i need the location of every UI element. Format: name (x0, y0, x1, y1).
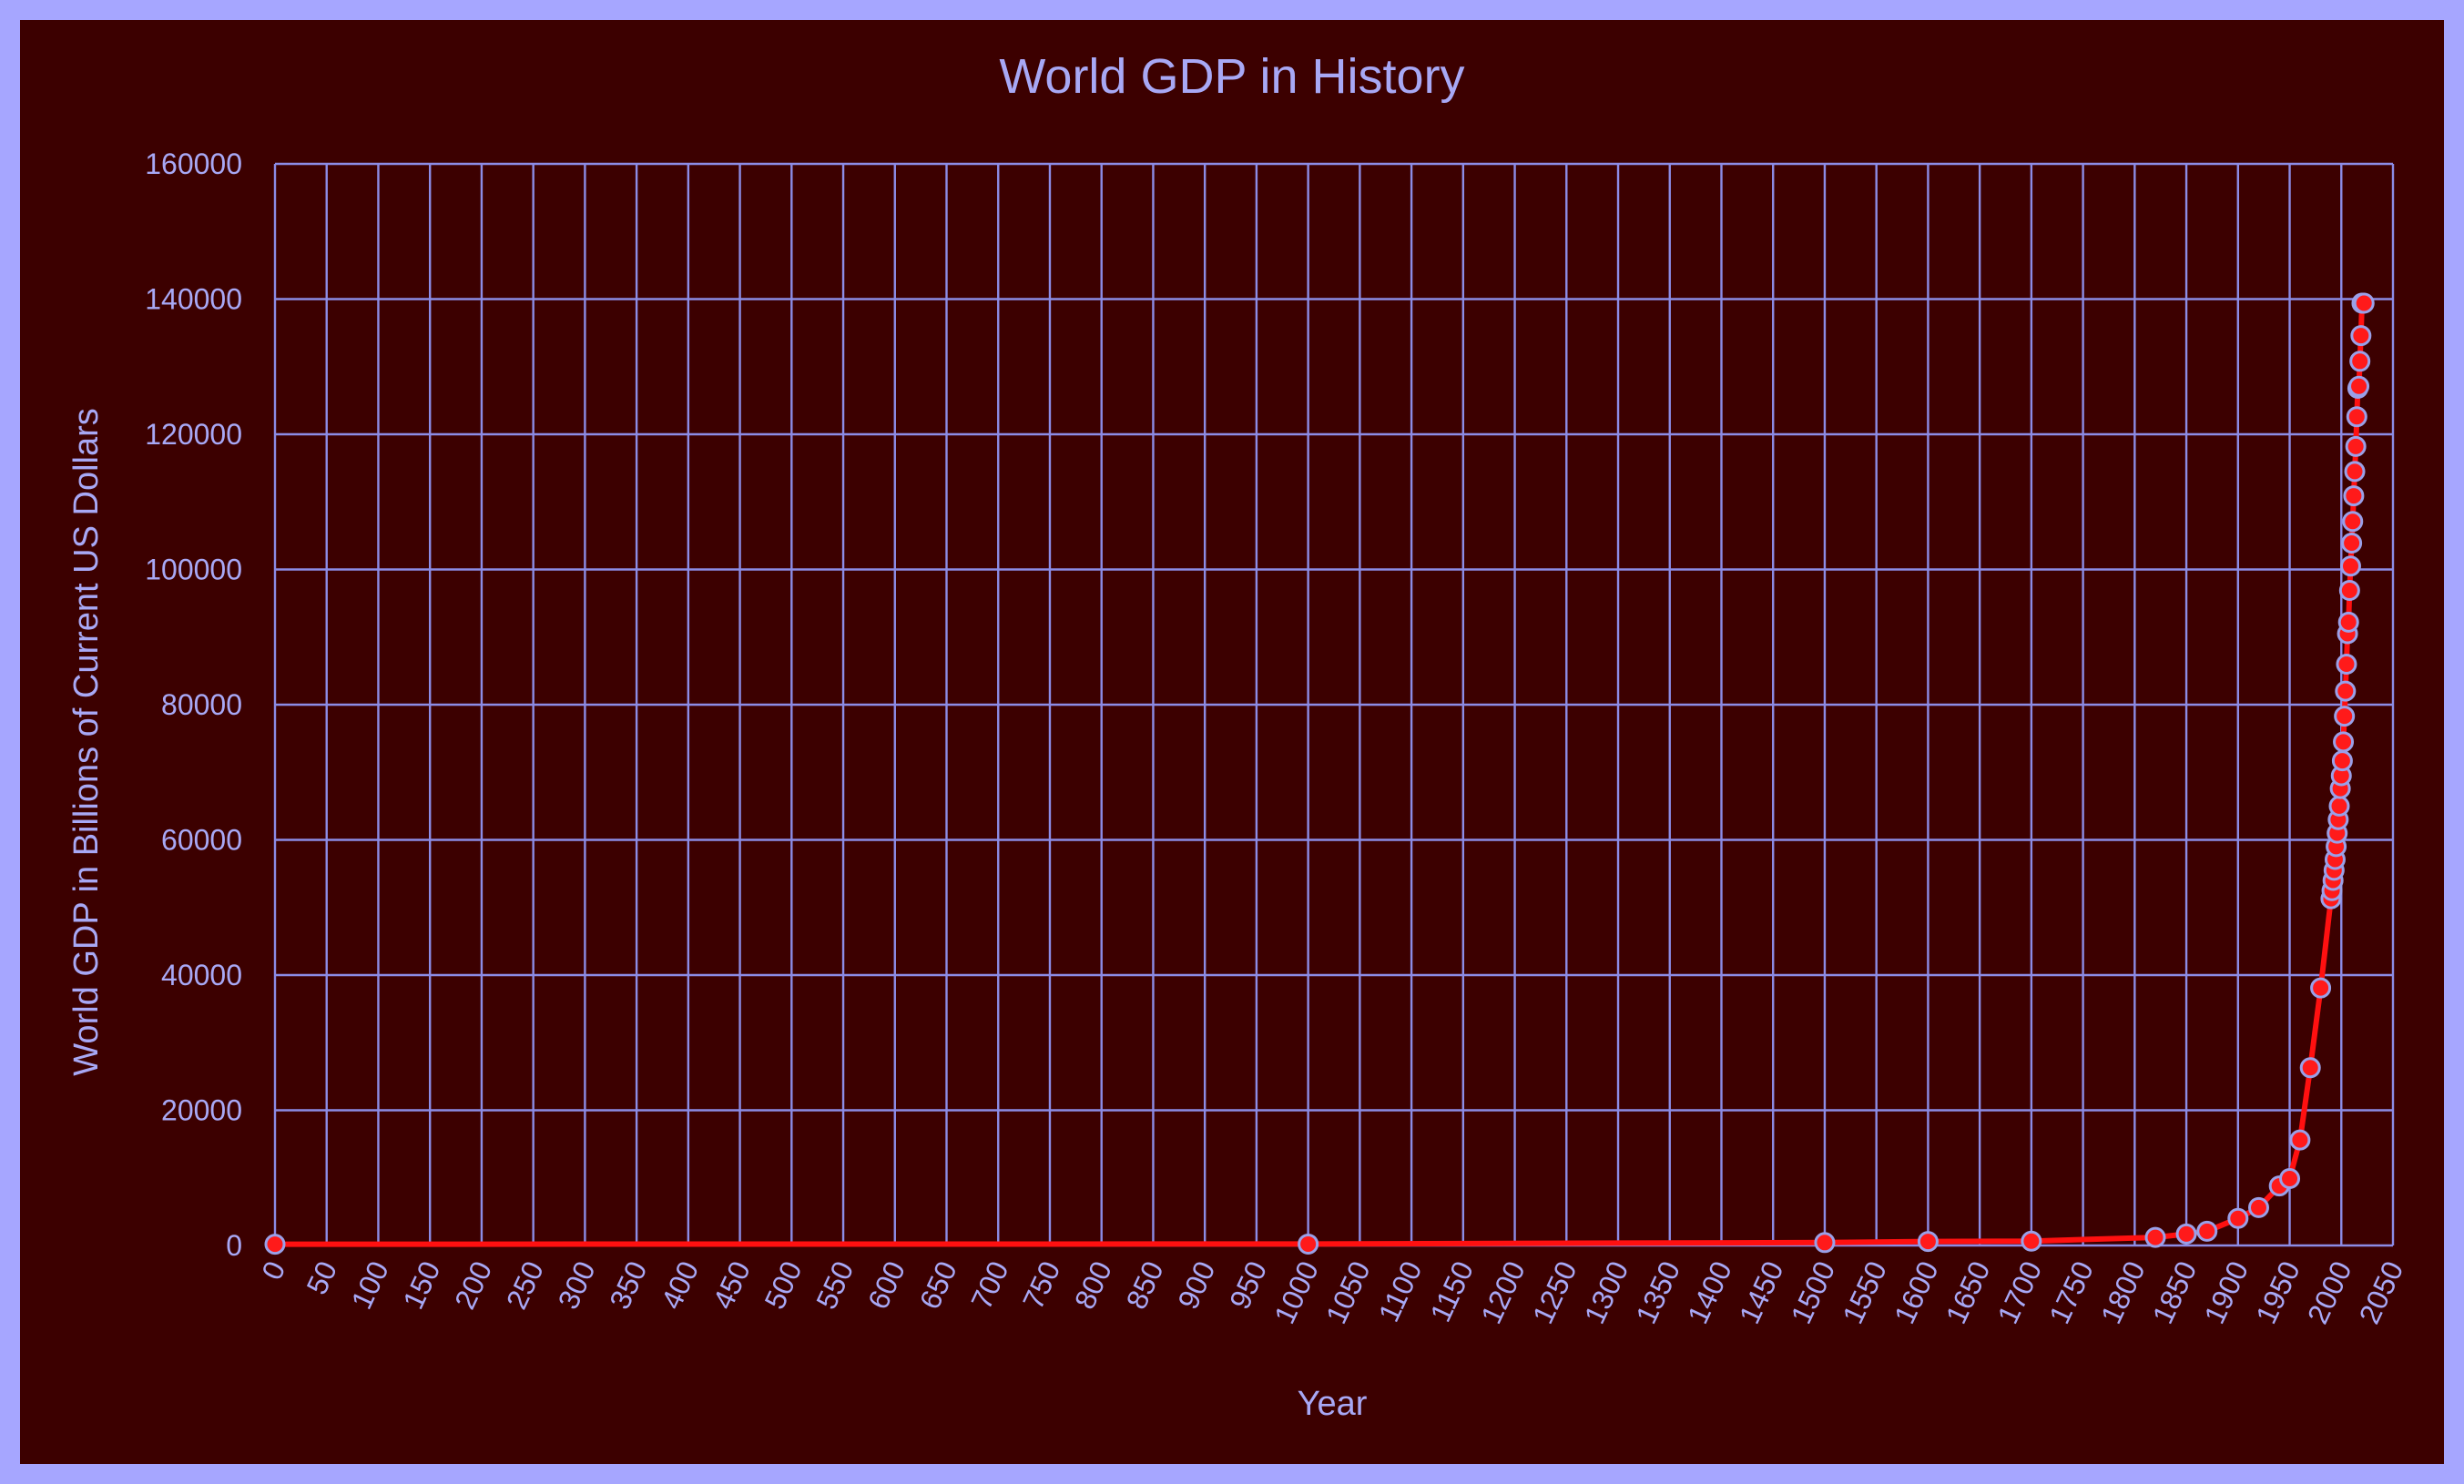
data-point (2349, 351, 2371, 372)
data-point (2227, 1207, 2249, 1229)
data-markers (264, 292, 2375, 1255)
x-tick-label: 850 (1120, 1256, 1170, 1315)
x-tick-label: 1850 (2146, 1256, 2204, 1329)
x-tick-label: 900 (1171, 1256, 1221, 1315)
data-point (2353, 292, 2375, 314)
data-point (2350, 325, 2372, 347)
chart-frame: World GDP in History 0 20000 40000 60000 800… (20, 20, 2444, 1464)
x-tick-label: 1300 (1578, 1256, 1635, 1329)
data-point (2336, 653, 2357, 675)
data-point (2339, 555, 2361, 577)
x-tick-label: 2050 (2353, 1256, 2410, 1329)
y-tick-label: 120000 (145, 418, 242, 451)
data-point (2335, 680, 2357, 702)
y-tick-label: 80000 (161, 688, 242, 721)
data-point (2279, 1167, 2301, 1189)
x-tick-label: 1200 (1474, 1256, 1532, 1329)
data-point (2346, 406, 2367, 428)
data-point (2334, 706, 2356, 727)
y-tick-label: 40000 (161, 959, 242, 991)
x-tick-label: 1250 (1526, 1256, 1583, 1329)
data-point (2338, 580, 2360, 602)
data-point (2175, 1223, 2197, 1245)
x-tick-label: 200 (448, 1256, 498, 1315)
x-tick-label: 500 (758, 1256, 808, 1315)
data-point (1814, 1232, 1836, 1254)
data-point (264, 1234, 286, 1255)
x-tick-label: 300 (552, 1256, 602, 1315)
data-point (2328, 795, 2350, 817)
x-tick-label: 1600 (1888, 1256, 1945, 1329)
x-tick-label: 1500 (1785, 1256, 1842, 1329)
x-tick-label: 1450 (1733, 1256, 1790, 1329)
x-tick-label: 1350 (1629, 1256, 1686, 1329)
data-point (1917, 1231, 1939, 1253)
x-tick-label: 800 (1068, 1256, 1118, 1315)
y-tick-label: 100000 (145, 554, 242, 586)
x-tick-label: 700 (964, 1256, 1014, 1315)
x-tick-label: 1150 (1423, 1256, 1480, 1327)
y-tick-labels: 0 20000 40000 60000 80000 100000 120000 140000 1… (145, 147, 242, 1262)
series-line (272, 300, 2367, 1247)
x-tick-label: 1750 (2042, 1256, 2100, 1329)
data-point (2342, 511, 2364, 533)
x-tick-label: 1700 (1991, 1256, 2049, 1329)
x-tick-label: 1000 (1268, 1256, 1325, 1329)
data-point (2333, 731, 2355, 753)
x-tick-label: 950 (1223, 1256, 1273, 1315)
x-tick-label: 400 (655, 1256, 705, 1315)
y-tick-label: 20000 (161, 1094, 242, 1127)
data-point (2299, 1057, 2321, 1079)
x-tick-label: 750 (1016, 1256, 1066, 1315)
x-tick-label: 1900 (2197, 1256, 2255, 1329)
grid (273, 162, 2395, 1247)
x-tick-label: 450 (707, 1256, 757, 1315)
x-tick-label: 0 (255, 1256, 291, 1285)
x-tick-labels: 0 50 100 150 200 250 300 350 400 450 500 550 600 650 7… (255, 1256, 2409, 1329)
x-tick-label: 550 (809, 1256, 860, 1315)
x-tick-label: 600 (861, 1256, 911, 1315)
chart-svg: World GDP in History 0200004000060000800… (67, 49, 2409, 1423)
x-tick-label: 650 (913, 1256, 963, 1315)
gdp-line (272, 300, 2367, 1247)
y-tick-label: 0 (226, 1229, 242, 1262)
x-tick-label: 1800 (2094, 1256, 2152, 1329)
y-tick-label: 60000 (161, 824, 242, 857)
data-point (2310, 977, 2332, 999)
data-point (2344, 461, 2366, 483)
data-point (2341, 533, 2363, 554)
y-tick-label: 140000 (145, 283, 242, 316)
x-tick-label: 350 (603, 1256, 653, 1315)
data-point (1298, 1233, 1319, 1255)
data-point (2144, 1226, 2166, 1248)
x-tick-label: 1550 (1836, 1256, 1893, 1329)
data-point (2348, 375, 2370, 397)
data-point (2289, 1129, 2311, 1151)
x-tick-label: 1050 (1319, 1256, 1377, 1329)
x-tick-label: 50 (300, 1256, 343, 1299)
y-axis-title: World GDP in Billions of Current US Doll… (67, 408, 106, 1076)
x-tick-label: 1950 (2249, 1256, 2306, 1329)
data-point (2343, 485, 2365, 507)
x-tick-label: 250 (500, 1256, 550, 1315)
data-point (2345, 435, 2367, 457)
x-axis-title: Year (1298, 1385, 1368, 1423)
chart-title: World GDP in History (999, 49, 1464, 104)
y-tick-label: 160000 (145, 147, 242, 180)
data-point (2247, 1196, 2269, 1218)
x-tick-label: 150 (396, 1256, 446, 1315)
x-tick-label: 1400 (1681, 1256, 1738, 1329)
data-point (2337, 611, 2359, 633)
data-point (2021, 1230, 2042, 1252)
x-tick-label: 1650 (1940, 1256, 1997, 1329)
x-tick-label: 1100 (1372, 1256, 1429, 1327)
data-point (2331, 750, 2353, 772)
x-tick-label: 2000 (2301, 1256, 2358, 1329)
data-point (2196, 1220, 2218, 1242)
x-tick-label: 100 (345, 1256, 395, 1315)
